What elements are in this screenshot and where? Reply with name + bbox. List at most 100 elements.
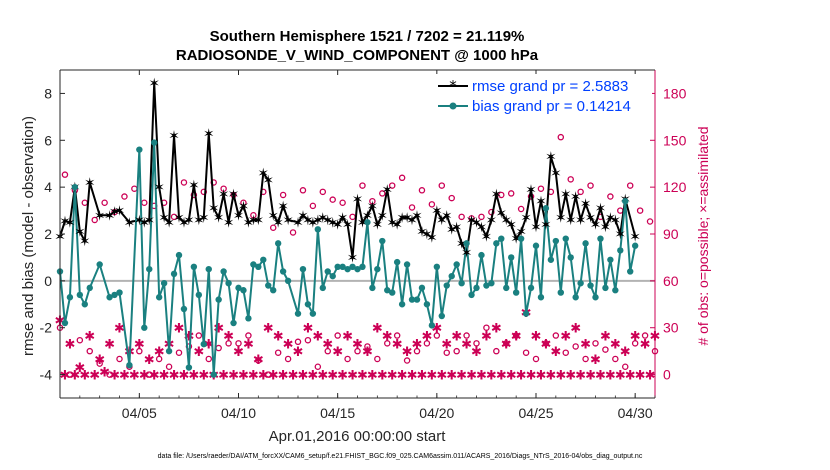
y2-tick-label: 180 <box>663 85 687 101</box>
assimilated-obs-point: ✱ <box>198 369 209 384</box>
bias-point <box>418 284 426 292</box>
rmse-point: ✶ <box>495 206 507 222</box>
rmse-point: ✶ <box>391 218 403 234</box>
possible-obs-point <box>106 371 113 378</box>
legend-rmse-label: rmse grand pr = 2.5883 <box>472 78 628 95</box>
assimilated-obs-point: ✱ <box>248 369 259 384</box>
assimilated-obs-point: ✱ <box>183 330 194 345</box>
rmse-point: ✶ <box>461 246 473 262</box>
assimilated-obs-point: ✱ <box>491 322 502 337</box>
assimilated-obs-point: ✱ <box>104 337 115 352</box>
bias-point <box>344 265 351 273</box>
possible-obs-point <box>517 205 525 213</box>
rmse-point: ✶ <box>401 211 413 227</box>
bias-point <box>473 284 480 292</box>
assimilated-obs-point: ✱ <box>362 345 373 360</box>
possible-obs-point <box>329 196 336 203</box>
x-tick-label: 04/30 <box>618 405 653 421</box>
possible-obs-point <box>279 191 287 199</box>
possible-obs-point <box>626 182 634 189</box>
rmse-point: ✶ <box>307 215 319 231</box>
bias-point <box>274 240 282 247</box>
possible-obs-point <box>398 174 406 182</box>
bias-point <box>448 272 455 280</box>
rmse-point: ✶ <box>59 214 71 230</box>
possible-obs-point <box>646 218 654 225</box>
bias-point <box>76 291 84 299</box>
bias-point <box>96 261 103 268</box>
possible-obs-point <box>96 360 103 367</box>
rmse-line <box>59 81 637 259</box>
assimilated-obs-point: ✱ <box>590 353 601 368</box>
bias-point <box>503 284 510 292</box>
assimilated-obs-point: ✱ <box>154 345 165 360</box>
bias-point <box>567 254 574 261</box>
rmse-point: ✶ <box>605 211 617 227</box>
rmse-point: ✶ <box>490 187 502 203</box>
bias-point <box>433 263 441 270</box>
assimilated-obs-point: ✱ <box>436 369 447 384</box>
bias-point <box>185 364 193 371</box>
rmse-point: ✶ <box>208 201 220 217</box>
possible-obs-point <box>388 182 396 189</box>
bias-point <box>631 242 639 249</box>
assimilated-obs-point: ✱ <box>302 322 313 337</box>
assimilated-obs-point: ✱ <box>317 369 328 384</box>
bias-point <box>339 263 346 270</box>
y-tick-label: 2 <box>44 226 52 242</box>
assimilated-obs-point: ✱ <box>188 369 199 384</box>
rmse-point: ✶ <box>575 213 587 229</box>
bias-point <box>195 291 203 299</box>
assimilated-obs-point: ✱ <box>327 369 338 384</box>
bias-point <box>627 268 634 275</box>
possible-obs-point <box>304 336 312 344</box>
legend-rmse-marker: * <box>449 77 457 95</box>
possible-obs-point <box>622 363 629 371</box>
assimilated-obs-point: ✱ <box>114 322 125 337</box>
assimilated-obs-point: ✱ <box>412 337 423 352</box>
possible-obs-point <box>200 188 208 196</box>
bias-point <box>111 291 118 299</box>
bias-point <box>146 265 153 273</box>
rmse-point: ✶ <box>590 218 602 234</box>
rmse-point: ✶ <box>565 213 577 229</box>
possible-obs-point <box>453 347 460 355</box>
bias-point <box>329 272 336 280</box>
bias-point <box>319 284 326 292</box>
possible-obs-point <box>205 355 212 363</box>
bias-point <box>245 315 252 322</box>
assimilated-obs-point: ✱ <box>635 369 646 384</box>
bias-point <box>617 247 624 254</box>
rmse-point: ✶ <box>193 213 205 229</box>
assimilated-obs-point: ✱ <box>60 369 71 384</box>
rmse-point: ✶ <box>64 215 76 231</box>
rmse-point: ✶ <box>595 201 607 217</box>
assimilated-obs-point: ✱ <box>99 365 110 380</box>
assimilated-obs-point: ✱ <box>387 369 398 384</box>
y-tick-label: 0 <box>44 273 52 289</box>
rmse-point: ✶ <box>520 211 532 227</box>
assimilated-obs-point: ✱ <box>372 322 383 337</box>
rmse-point: ✶ <box>362 208 374 224</box>
possible-obs-point <box>428 201 436 208</box>
rmse-point: ✶ <box>555 211 567 227</box>
assimilated-obs-point: ✱ <box>174 322 185 337</box>
possible-obs-point <box>190 191 198 199</box>
possible-obs-point <box>344 355 351 363</box>
x-axis-label: Apr.01,2016 00:00:00 start <box>269 428 447 445</box>
possible-obs-point <box>498 191 505 199</box>
bias-point <box>557 289 564 296</box>
y2-tick-label: 30 <box>663 320 679 336</box>
possible-obs-point <box>180 179 188 186</box>
assimilated-obs-point: ✱ <box>407 369 418 384</box>
bias-point <box>527 284 535 292</box>
possible-obs-point <box>636 207 644 214</box>
rmse-point: ✶ <box>371 218 383 234</box>
bias-point <box>403 261 411 268</box>
bias-point <box>86 284 93 292</box>
possible-obs-point <box>562 349 570 356</box>
assimilated-obs-point: ✱ <box>218 369 229 384</box>
possible-obs-point <box>502 340 510 347</box>
possible-obs-point <box>91 216 98 224</box>
rmse-point: ✶ <box>421 227 433 243</box>
